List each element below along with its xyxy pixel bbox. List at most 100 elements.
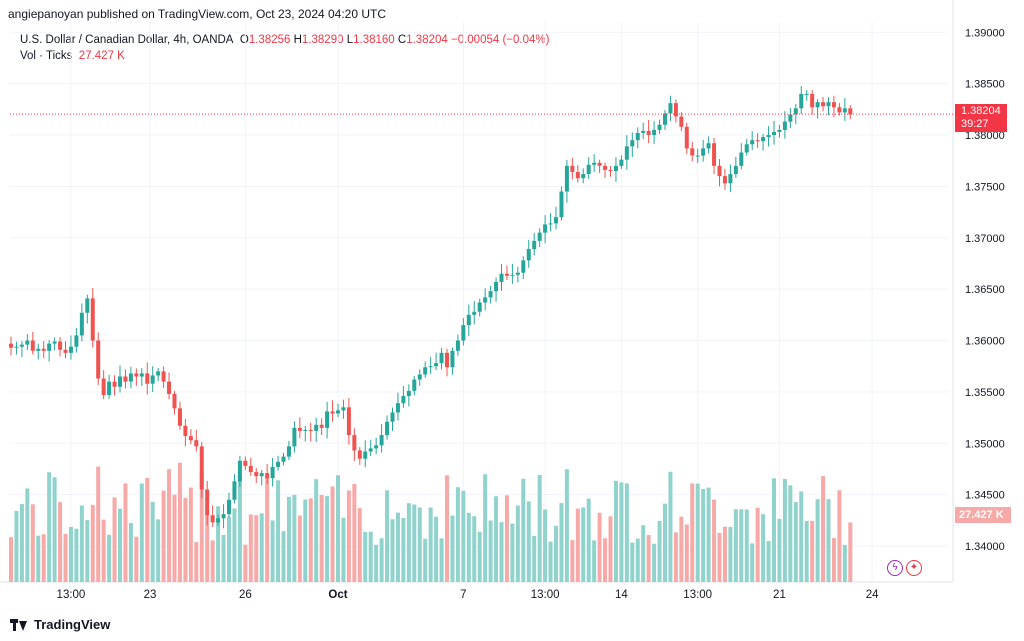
candle-body [537,232,542,241]
volume-bar [227,517,231,582]
volume-bar [406,503,411,582]
volume-bar [112,497,117,582]
candle-body [695,155,700,157]
candle-body [499,273,504,282]
x-tick-label: 24 [866,589,879,601]
candle-body [19,344,24,347]
candle-body [314,424,319,431]
tradingview-footer[interactable]: TradingView [10,617,110,632]
x-tick-label: 14 [615,589,628,601]
volume-bar [504,495,509,582]
candle-body [761,137,766,142]
volume-bar [379,538,384,582]
candle-body [494,281,499,292]
volume-bar [423,538,428,582]
volume-bar [9,537,13,582]
canada-flag-icon[interactable]: ✦ [906,560,922,576]
candle-body [559,191,564,218]
candle-body [613,165,618,171]
volume-bar [254,515,259,582]
candle-body [237,460,242,482]
x-tick-label: 13:00 [683,589,712,601]
candle-body [575,172,580,179]
volume-bar [788,485,793,582]
volume-bar [237,474,242,582]
volume-bar [270,520,275,582]
volume-bar [810,520,815,582]
volume-bar [357,508,362,582]
volume-bar [52,477,57,582]
volume-bar [303,499,308,582]
volume-bar [766,541,771,582]
candle-body [96,340,101,379]
volume-bar [793,502,798,582]
candle-body [821,102,826,107]
volume-bar [417,507,422,582]
volume-bar [248,514,253,582]
volume-bar [597,512,602,582]
volume-bar [559,503,564,582]
y-tick-label: 1.36000 [965,336,1005,348]
volume-bar [472,516,477,582]
candle-body [510,274,515,276]
volume-bar [374,544,379,582]
low-value: 1.38160 [353,34,395,46]
candle-body [581,174,586,179]
volume-bar [624,483,629,582]
volume-bar [701,489,706,582]
volume-bar [336,475,340,582]
lightning-icon[interactable]: ϟ [887,560,903,576]
volume-bar [139,483,144,582]
candle-body [68,346,73,353]
volume-bar [188,487,193,582]
candle-body [395,403,400,413]
volume-bar [548,541,553,582]
volume-bar [265,476,270,582]
close-label: C [397,34,407,46]
y-tick-label: 1.38000 [965,130,1005,142]
volume-label[interactable]: Vol · Ticks [20,50,73,62]
volume-bar [695,483,700,582]
volume-bar [826,499,831,582]
x-tick-label: 26 [239,589,252,601]
candle-body [118,376,122,387]
volume-bar [199,471,204,582]
volume-bar [744,509,749,582]
volume-bar [483,474,488,582]
volume-bar [385,490,390,582]
volume-legend: Vol · Ticks 27.427 K [20,50,125,62]
volume-bar [799,491,804,582]
volume-bar [641,525,646,582]
volume-bar [657,520,662,582]
volume-bar [434,516,439,582]
candle-body [635,132,640,141]
volume-bar [848,522,853,582]
volume-bar [570,540,575,582]
candle-body [804,93,809,95]
candle-body [684,126,689,149]
volume-bar [543,509,548,582]
candle-body [36,348,41,351]
candle-body [455,340,460,351]
volume-bar [761,514,766,582]
candle-body [521,260,526,273]
candle-body [679,116,684,127]
candle-body [466,314,471,326]
symbol-title[interactable]: U.S. Dollar / Canadian Dollar, 4h, OANDA [20,34,234,46]
volume-bar [243,544,248,582]
volume-bar [259,513,264,582]
candle-body [772,131,776,136]
candle-body [766,135,771,138]
volume-bar [14,510,19,582]
volume-bar [19,504,24,582]
volume-bar [815,499,820,582]
volume-bar [804,520,809,582]
volume-bar [739,509,744,582]
volume-bar [466,512,471,582]
candle-body [357,450,362,459]
candle-body [646,130,651,136]
volume-bar [205,511,210,582]
volume-bar [90,504,95,582]
candle-body [755,140,760,142]
